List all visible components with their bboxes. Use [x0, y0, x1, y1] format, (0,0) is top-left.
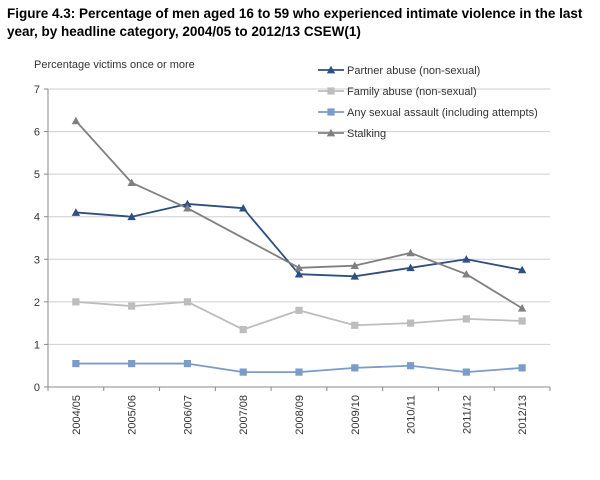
x-tick-label: 2006/07 — [182, 395, 194, 435]
data-point-s3 — [128, 359, 136, 368]
data-point-s4 — [71, 116, 81, 125]
data-point-s3 — [183, 359, 192, 368]
series-line-2 — [75, 300, 523, 331]
data-point-s2 — [295, 306, 303, 314]
y-tick-label: 0 — [34, 382, 40, 394]
data-point-s2 — [406, 319, 415, 327]
y-tick-label: 4 — [34, 212, 40, 224]
x-tick-label: 2007/08 — [238, 395, 250, 435]
data-point-s3 — [72, 359, 80, 368]
legend-marker — [326, 128, 336, 137]
data-point-s4 — [517, 304, 527, 312]
data-point-s1 — [294, 269, 304, 278]
x-tick-label: 2012/13 — [517, 395, 529, 435]
data-point-s2 — [462, 315, 470, 323]
y-tick-label: 7 — [34, 84, 40, 96]
data-point-s3 — [351, 364, 359, 372]
legend-marker — [326, 65, 336, 74]
y-tick-label: 1 — [34, 339, 40, 351]
y-tick-label: 6 — [34, 127, 40, 139]
data-point-s1 — [406, 263, 415, 272]
data-point-s2 — [72, 298, 80, 306]
y-axis-label: Percentage victims once or more — [34, 59, 195, 71]
data-point-s4 — [406, 248, 415, 257]
data-point-s1 — [239, 204, 248, 212]
data-point-s4 — [127, 178, 136, 187]
chart-title: Figure 4.3: Percentage of men aged 16 to… — [7, 6, 583, 39]
x-tick-label: 2005/06 — [127, 395, 139, 435]
x-tick-label: 2010/11 — [406, 395, 418, 434]
legend-marker — [327, 108, 335, 116]
series-markers — [71, 116, 527, 376]
data-point-s3 — [239, 368, 247, 376]
x-tick-label: 2009/10 — [350, 395, 362, 435]
x-tick-label: 2004/05 — [71, 395, 83, 435]
data-point-s2 — [518, 317, 526, 325]
data-point-s4 — [462, 269, 471, 278]
data-point-s4 — [294, 263, 304, 272]
data-point-s1 — [183, 199, 192, 208]
data-point-s3 — [406, 362, 415, 370]
legend-label: Family abuse (non-sexual) — [347, 86, 477, 98]
legend: Partner abuse (non-sexual) Family abuse (… — [318, 65, 538, 140]
data-point-s2 — [128, 302, 136, 310]
legend-label: Stalking — [347, 128, 386, 140]
y-tick-label: 2 — [34, 297, 40, 309]
data-point-s4 — [183, 204, 192, 212]
data-point-s2 — [351, 321, 359, 329]
y-tick-label: 5 — [34, 169, 40, 181]
data-point-s2 — [183, 298, 192, 306]
data-point-s1 — [462, 255, 471, 263]
data-point-s2 — [239, 325, 247, 334]
x-tick-label: 2011/12 — [461, 395, 473, 434]
data-point-s3 — [295, 368, 303, 376]
legend-marker — [327, 87, 335, 95]
data-point-s1 — [71, 208, 81, 216]
x-tick-label: 2008/09 — [294, 395, 306, 435]
y-tick-label: 3 — [34, 254, 40, 266]
data-point-s1 — [350, 272, 359, 280]
y-ticks: 0 1 2 3 4 5 6 7 — [34, 84, 48, 394]
legend-label: Any sexual assault (including attempts) — [347, 107, 538, 119]
data-point-s3 — [462, 368, 470, 376]
series-lines — [75, 120, 523, 374]
data-point-s1 — [517, 265, 527, 274]
legend-label: Partner abuse (non-sexual) — [347, 65, 480, 77]
series-line-4 — [75, 120, 523, 310]
data-point-s3 — [518, 364, 526, 372]
x-ticks: 2004/05 2005/06 2006/07 2007/08 2008/09 2009/… — [47, 387, 551, 435]
data-point-s1 — [127, 212, 136, 221]
axes — [47, 89, 550, 388]
data-point-s4 — [350, 261, 359, 270]
